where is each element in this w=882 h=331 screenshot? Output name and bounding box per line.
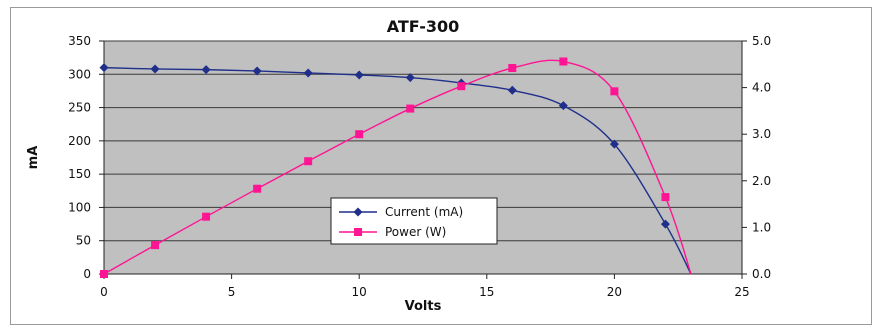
chart-frame: 0 50 100 150 200 250 300 350 0.0 1.0 2.0 3.0 4.0 5.0 0… — [10, 7, 872, 325]
data-point-square — [151, 241, 160, 250]
y2-tick-label: 5.0 — [752, 34, 771, 48]
data-point-square — [253, 184, 262, 193]
legend-box — [330, 197, 498, 245]
y2-tick-label: 1.0 — [752, 220, 771, 234]
data-point-square — [610, 87, 619, 96]
data-point-square — [202, 212, 211, 221]
chart-svg: 0 50 100 150 200 250 300 350 0.0 1.0 2.0 3.0 4.0 5.0 0… — [26, 17, 771, 314]
data-point-square — [457, 82, 466, 91]
data-point-square — [661, 193, 670, 202]
data-point-diamond — [558, 101, 568, 111]
y-tick-label: 0 — [83, 267, 91, 281]
x-tick-label: 0 — [100, 285, 108, 299]
y-tick-label: 350 — [68, 34, 91, 48]
data-point-diamond — [99, 63, 109, 73]
x-tick-label: 10 — [352, 285, 367, 299]
data-point-diamond — [150, 64, 160, 74]
axes: 0 50 100 150 200 250 300 350 0.0 1.0 2.0 3.0 4.0 5.0 0… — [68, 34, 771, 299]
data-point-square — [355, 130, 364, 139]
data-point-square — [508, 64, 517, 73]
data-point-diamond — [303, 68, 313, 78]
data-point-square — [100, 270, 108, 278]
y-tick-label: 200 — [68, 134, 91, 148]
data-point-diamond — [507, 85, 517, 95]
legend-item: Current (mA) — [339, 205, 463, 219]
data-point-diamond — [201, 65, 211, 75]
data-point-diamond — [609, 139, 619, 149]
legend-item: Power (W) — [339, 225, 446, 239]
data-point-diamond — [405, 73, 415, 83]
series-layer — [99, 57, 692, 278]
y-tick-label: 300 — [68, 67, 91, 81]
x-axis-label: Volts — [405, 299, 442, 314]
x-tick-label: 15 — [479, 285, 494, 299]
data-point-diamond — [354, 70, 364, 80]
chart-title: ATF-300 — [387, 17, 460, 36]
y2-tick-label: 0.0 — [752, 267, 771, 281]
y-tick-label: 250 — [68, 101, 91, 115]
y2-tick-label: 4.0 — [752, 81, 771, 95]
legend-label: Power (W) — [385, 225, 446, 239]
y-tick-label: 100 — [68, 200, 91, 214]
y2-tick-label: 2.0 — [752, 174, 771, 188]
y-tick-label: 50 — [76, 234, 91, 248]
legend: Current (mA) Power (W) — [330, 197, 498, 245]
legend-marker — [353, 207, 363, 217]
y-tick-label: 150 — [68, 167, 91, 181]
data-point-square — [304, 157, 313, 166]
data-point-diamond — [252, 66, 262, 76]
legend-label: Current (mA) — [385, 205, 463, 219]
legend-marker — [354, 228, 362, 236]
series-2 — [100, 57, 692, 278]
y-axis-label: mA — [26, 146, 41, 170]
y2-tick-label: 3.0 — [752, 127, 771, 141]
x-tick-label: 25 — [734, 285, 749, 299]
x-tick-label: 20 — [607, 285, 622, 299]
data-point-square — [559, 57, 568, 66]
data-point-diamond — [660, 219, 670, 229]
data-point-square — [406, 104, 415, 113]
x-tick-label: 5 — [228, 285, 236, 299]
series-1 — [99, 63, 692, 275]
